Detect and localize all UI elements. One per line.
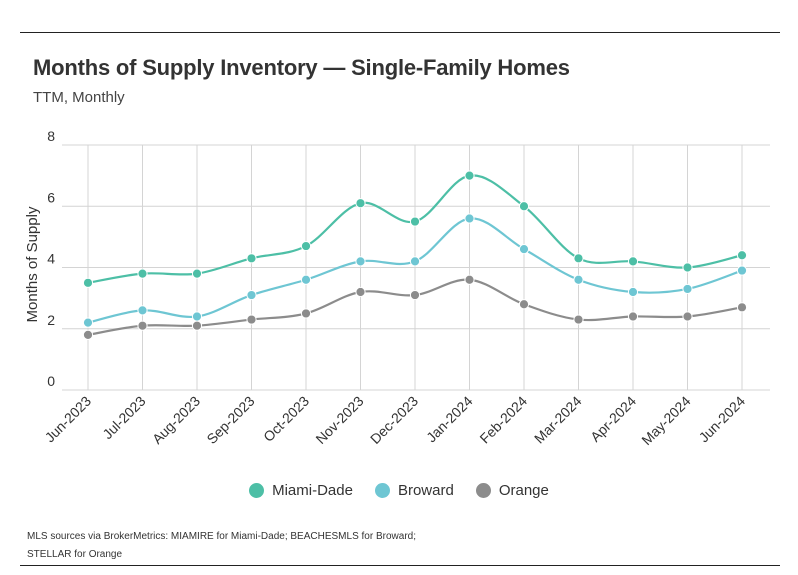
top-rule bbox=[20, 32, 780, 33]
x-tick-label: Mar-2024 bbox=[531, 393, 585, 447]
data-point-miami-dade-jul-2023 bbox=[137, 268, 148, 279]
data-point-broward-feb-2024 bbox=[518, 244, 530, 255]
x-tick-label: Apr-2024 bbox=[587, 393, 639, 445]
data-point-broward-apr-2024 bbox=[627, 286, 639, 298]
data-point-miami-dade-apr-2024 bbox=[627, 256, 639, 267]
legend-swatch-orange bbox=[475, 483, 491, 498]
data-point-orange-apr-2024 bbox=[627, 311, 639, 322]
x-tick-label: Jan-2024 bbox=[423, 393, 476, 446]
x-tick-label: Nov-2023 bbox=[312, 393, 366, 447]
legend-label-orange: Orange bbox=[498, 482, 549, 499]
data-point-orange-jun-2023 bbox=[82, 329, 94, 340]
data-point-orange-jan-2024 bbox=[464, 274, 475, 285]
data-point-orange-dec-2023 bbox=[409, 289, 421, 301]
x-tick-label: Oct-2023 bbox=[260, 393, 312, 445]
data-point-broward-nov-2023 bbox=[355, 256, 366, 267]
data-point-miami-dade-mar-2024 bbox=[573, 253, 584, 264]
legend-label-broward: Broward bbox=[397, 482, 454, 499]
data-point-orange-feb-2024 bbox=[518, 299, 530, 310]
data-point-broward-jul-2023 bbox=[137, 305, 148, 316]
data-point-miami-dade-oct-2023 bbox=[300, 240, 312, 252]
data-point-orange-aug-2023 bbox=[191, 320, 203, 331]
data-point-orange-oct-2023 bbox=[300, 308, 312, 319]
data-point-orange-jul-2023 bbox=[137, 320, 148, 331]
bottom-rule bbox=[20, 565, 780, 566]
x-tick-label: Dec-2023 bbox=[367, 393, 421, 447]
data-point-orange-jun-2024 bbox=[736, 302, 748, 313]
data-point-miami-dade-aug-2023 bbox=[191, 268, 203, 279]
y-tick-label: 2 bbox=[47, 312, 55, 328]
data-point-orange-mar-2024 bbox=[573, 314, 584, 325]
x-tick-label: Aug-2023 bbox=[149, 393, 203, 447]
data-point-miami-dade-feb-2024 bbox=[518, 201, 530, 212]
data-point-broward-dec-2023 bbox=[409, 256, 421, 267]
chart-subtitle: TTM, Monthly bbox=[33, 89, 125, 106]
source-note: MLS sources via BrokerMetrics: MIAMIRE f… bbox=[27, 528, 416, 564]
data-point-orange-may-2024 bbox=[682, 311, 693, 322]
data-point-miami-dade-jan-2024 bbox=[464, 170, 475, 181]
data-point-miami-dade-jun-2024 bbox=[736, 250, 748, 261]
data-point-broward-oct-2023 bbox=[300, 274, 312, 285]
line-chart: 0 2 4 6 8 Jun-2023 Jul-2023 Aug-2023 Sep-2023 Oct… bbox=[24, 128, 770, 448]
chart-legend: Miami-Dade Broward Orange bbox=[0, 482, 798, 499]
legend-item-miami-dade[interactable]: Miami-Dade bbox=[249, 482, 353, 499]
y-tick-label: 6 bbox=[47, 189, 55, 205]
source-line-2: STELLAR for Orange bbox=[27, 549, 123, 560]
data-point-broward-jan-2024 bbox=[464, 213, 475, 224]
x-tick-label: Sep-2023 bbox=[203, 393, 257, 447]
data-point-broward-jun-2023 bbox=[82, 317, 94, 328]
x-tick-label: Jun-2023 bbox=[42, 393, 95, 446]
data-point-orange-sep-2023 bbox=[246, 314, 257, 325]
legend-swatch-miami-dade bbox=[249, 483, 265, 498]
x-tick-label: Jul-2023 bbox=[99, 393, 148, 442]
data-point-orange-nov-2023 bbox=[355, 286, 366, 298]
data-point-broward-aug-2023 bbox=[191, 311, 203, 322]
data-point-miami-dade-jun-2023 bbox=[82, 277, 94, 288]
x-tick-label: Jun-2024 bbox=[696, 393, 749, 446]
y-tick-label: 0 bbox=[47, 373, 55, 389]
data-point-broward-mar-2024 bbox=[573, 274, 584, 285]
source-line-1: MLS sources via BrokerMetrics: MIAMIRE f… bbox=[27, 531, 416, 542]
x-tick-label: May-2024 bbox=[638, 393, 693, 448]
legend-item-orange[interactable]: Orange bbox=[475, 482, 549, 499]
data-point-miami-dade-may-2024 bbox=[682, 262, 693, 273]
legend-label-miami-dade: Miami-Dade bbox=[272, 482, 353, 499]
data-point-broward-sep-2023 bbox=[246, 289, 257, 301]
x-tick-label: Feb-2024 bbox=[476, 393, 530, 447]
y-tick-label: 4 bbox=[47, 251, 55, 267]
legend-item-broward[interactable]: Broward bbox=[374, 482, 454, 499]
data-point-broward-may-2024 bbox=[682, 283, 693, 295]
data-point-miami-dade-nov-2023 bbox=[355, 198, 366, 209]
y-tick-label: 8 bbox=[47, 128, 55, 144]
data-point-miami-dade-dec-2023 bbox=[409, 216, 421, 227]
legend-swatch-broward bbox=[374, 483, 390, 498]
chart-title: Months of Supply Inventory — Single-Fami… bbox=[33, 55, 570, 80]
y-axis-label: Months of Supply bbox=[24, 206, 41, 322]
data-point-broward-jun-2024 bbox=[736, 265, 748, 276]
data-point-miami-dade-sep-2023 bbox=[246, 253, 257, 264]
